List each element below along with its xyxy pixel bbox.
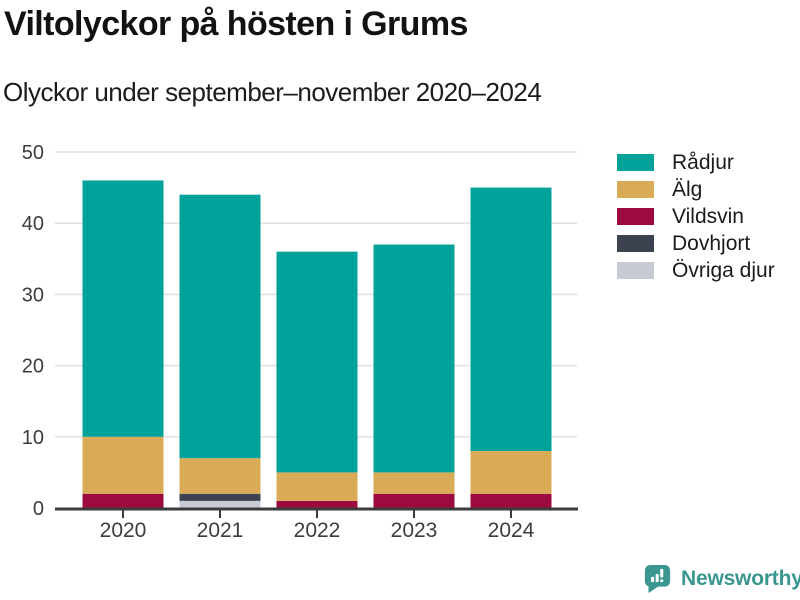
x-tick-label: 2024 <box>488 519 535 542</box>
legend-swatch-vildsvin <box>617 208 654 225</box>
y-tick-label: 0 <box>33 498 44 520</box>
bar-segment <box>373 244 455 473</box>
legend-item-vildsvin: Vildsvin <box>617 205 775 228</box>
x-tick-label: 2022 <box>294 519 341 542</box>
newsworthy-brand: Newsworthy <box>644 564 800 594</box>
brand-name: Newsworthy <box>681 567 800 590</box>
bar-segment <box>276 500 358 508</box>
y-tick-label: 10 <box>22 427 44 449</box>
bar-segment <box>470 493 552 508</box>
legend-item-ovriga-djur: Övriga djur <box>617 259 775 282</box>
chart-title: Viltolyckor på hösten i Grums <box>4 5 468 43</box>
bar-segment <box>276 251 358 473</box>
bar-segment <box>470 187 552 452</box>
bar-segment <box>82 180 164 437</box>
legend-label-ovriga-djur: Övriga djur <box>672 259 775 282</box>
bar-segment <box>82 493 164 508</box>
bar-segment <box>276 472 358 501</box>
legend-swatch-ovriga-djur <box>617 262 654 279</box>
bar-segment <box>470 451 552 494</box>
legend-swatch-radjur <box>617 154 654 171</box>
legend-swatch-dovhjort <box>617 235 654 252</box>
legend-item-alg: Älg <box>617 178 775 201</box>
legend-label-vildsvin: Vildsvin <box>672 205 744 228</box>
bar-segment <box>179 500 261 508</box>
y-tick-label: 30 <box>22 284 44 306</box>
legend-label-alg: Älg <box>672 178 703 201</box>
bar-segment <box>179 194 261 459</box>
y-tick-label: 20 <box>22 356 44 378</box>
x-tick-label: 2021 <box>197 519 244 542</box>
newsworthy-logo-icon <box>644 565 671 593</box>
chart-legend: Rådjur Älg Vildsvin Dovhjort Övriga djur <box>617 151 775 282</box>
x-tick-label: 2020 <box>100 519 147 542</box>
y-tick-label: 50 <box>22 142 44 164</box>
legend-label-dovhjort: Dovhjort <box>672 232 751 255</box>
legend-item-radjur: Rådjur <box>617 151 775 174</box>
bar-segment <box>179 493 261 501</box>
bar-segment <box>373 493 455 508</box>
bar-segment <box>179 458 261 494</box>
legend-item-dovhjort: Dovhjort <box>617 232 775 255</box>
legend-swatch-alg <box>617 181 654 198</box>
y-tick-label: 40 <box>22 213 44 235</box>
bar-segment <box>82 436 164 494</box>
bar-segment <box>373 472 455 494</box>
chart-subtitle: Olyckor under september–november 2020–20… <box>3 77 542 107</box>
legend-label-radjur: Rådjur <box>672 151 734 174</box>
x-tick-label: 2023 <box>391 519 438 542</box>
